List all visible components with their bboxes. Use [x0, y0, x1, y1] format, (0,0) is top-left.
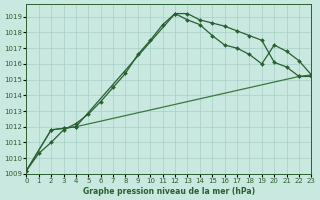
- X-axis label: Graphe pression niveau de la mer (hPa): Graphe pression niveau de la mer (hPa): [83, 187, 255, 196]
